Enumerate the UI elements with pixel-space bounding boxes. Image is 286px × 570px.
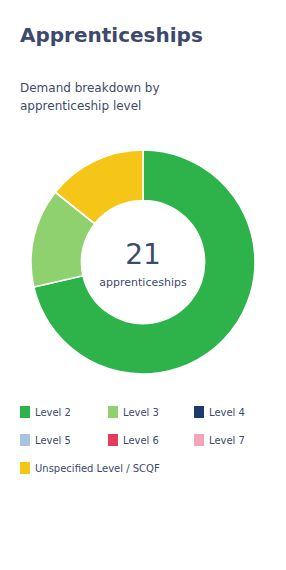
legend-label: Level 6: [123, 435, 159, 446]
legend-swatch: [20, 406, 30, 418]
legend-swatch: [20, 434, 30, 446]
title: Apprenticeships: [20, 23, 203, 47]
slices: [31, 150, 255, 374]
legend-swatch: [20, 462, 30, 474]
legend: Level 2 Level 3 Level 4 Level 5 Level 6 Level…: [20, 406, 245, 474]
legend-swatch: [108, 434, 118, 446]
legend-swatch: [108, 406, 118, 418]
legend-label: Level 3: [123, 407, 159, 418]
legend-label: Level 2: [35, 407, 71, 418]
legend-label: Level 7: [209, 435, 245, 446]
legend-swatch: [194, 406, 204, 418]
background: [0, 0, 286, 570]
legend-label: Unspecified Level / SCQF: [35, 463, 160, 474]
slice: [55, 150, 143, 224]
center-annotation: 21: [125, 238, 161, 271]
chart-container: Apprenticeships Demand breakdown by appren…: [0, 0, 286, 570]
legend-swatch: [194, 434, 204, 446]
legend-label: Level 4: [209, 407, 245, 418]
subtitle-line: apprenticeship level: [20, 99, 141, 113]
legend-label: Level 5: [35, 435, 71, 446]
subtitle: Demand breakdown by apprenticeship level: [20, 81, 160, 113]
subtitle-line: Demand breakdown by: [20, 81, 160, 95]
chart: Apprenticeships Demand breakdown by appren…: [0, 0, 286, 570]
center-annotation: apprenticeships: [99, 276, 187, 289]
